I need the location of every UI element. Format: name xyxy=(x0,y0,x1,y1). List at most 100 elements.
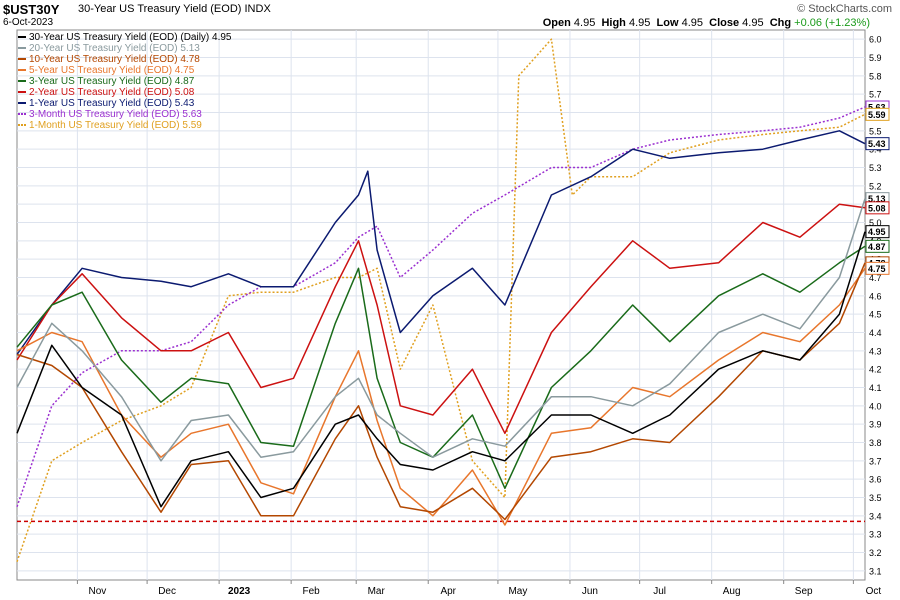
legend-label: 2-Year US Treasury Yield (EOD) 5.08 xyxy=(29,87,195,98)
last-value-label: 5.43 xyxy=(868,139,886,149)
chg-label: Chg xyxy=(769,17,792,29)
y-tick-label: 5.3 xyxy=(869,163,882,173)
legend-entry: 2-Year US Treasury Yield (EOD) 5.08 xyxy=(18,87,232,98)
open-value: 4.95 xyxy=(573,17,596,29)
series-line xyxy=(16,267,866,526)
legend-swatch xyxy=(18,58,26,61)
y-tick-label: 5.0 xyxy=(869,218,882,228)
legend-swatch xyxy=(18,69,26,72)
chg-value: +0.06 (+1.23%) xyxy=(794,17,870,29)
y-tick-label: 3.1 xyxy=(869,566,882,576)
exchange-label: INDX xyxy=(244,3,271,15)
legend-swatch xyxy=(18,124,26,127)
x-tick-label: Aug xyxy=(723,586,741,597)
y-tick-label: 5.8 xyxy=(869,71,882,81)
x-tick-label: Feb xyxy=(303,586,321,597)
x-tick-label: 2023 xyxy=(228,586,251,597)
last-value-tag xyxy=(865,107,890,121)
last-value-label: 4.87 xyxy=(868,242,886,252)
x-tick-label: Dec xyxy=(158,586,176,597)
legend-entry: 5-Year US Treasury Yield (EOD) 4.75 xyxy=(18,65,232,76)
x-tick-label: Jun xyxy=(582,586,598,597)
x-tick-label: Apr xyxy=(440,586,456,597)
series-line xyxy=(16,38,866,562)
last-value-label: 5.08 xyxy=(868,203,886,213)
y-tick-label: 4.7 xyxy=(869,273,882,283)
legend-entry: 10-Year US Treasury Yield (EOD) 4.78 xyxy=(18,54,232,65)
y-tick-label: 6.0 xyxy=(869,35,882,45)
y-tick-label: 3.7 xyxy=(869,456,882,466)
chart-header: $UST30Y 30-Year US Treasury Yield (EOD) … xyxy=(0,0,900,30)
y-tick-label: 3.6 xyxy=(869,475,882,485)
legend-swatch xyxy=(18,80,26,83)
y-tick-label: 5.9 xyxy=(869,53,882,63)
last-value-tag xyxy=(865,261,890,275)
series-line xyxy=(16,203,866,435)
legend-entry: 3-Month US Treasury Yield (EOD) 5.63 xyxy=(18,109,232,120)
y-tick-label: 5.7 xyxy=(869,90,882,100)
legend-entry: 1-Month US Treasury Yield (EOD) 5.59 xyxy=(18,120,232,131)
legend-label: 10-Year US Treasury Yield (EOD) 4.78 xyxy=(29,54,200,65)
legend-entry: 30-Year US Treasury Yield (EOD) (Daily) … xyxy=(18,32,232,43)
last-value-tag xyxy=(865,225,890,239)
legend-label: 3-Year US Treasury Yield (EOD) 4.87 xyxy=(29,76,195,87)
legend-label: 1-Month US Treasury Yield (EOD) 5.59 xyxy=(29,120,202,131)
y-tick-label: 4.3 xyxy=(869,346,882,356)
legend-label: 1-Year US Treasury Yield (EOD) 5.43 xyxy=(29,98,195,109)
legend-entry: 20-Year US Treasury Yield (EOD) 5.13 xyxy=(18,43,232,54)
y-tick-label: 4.5 xyxy=(869,310,882,320)
legend-swatch xyxy=(18,36,26,39)
close-value: 4.95 xyxy=(742,17,764,29)
y-tick-label: 5.5 xyxy=(869,126,882,136)
legend-label: 5-Year US Treasury Yield (EOD) 4.75 xyxy=(29,65,195,76)
legend-entry: 3-Year US Treasury Yield (EOD) 4.87 xyxy=(18,76,232,87)
low-value: 4.95 xyxy=(681,17,703,29)
legend-swatch xyxy=(18,102,26,105)
series-line xyxy=(16,262,866,521)
legend-swatch xyxy=(18,91,26,94)
last-value-label: 4.75 xyxy=(868,264,886,274)
legend-entry: 1-Year US Treasury Yield (EOD) 5.43 xyxy=(18,98,232,109)
legend-label: 30-Year US Treasury Yield (EOD) (Daily) … xyxy=(29,32,232,43)
y-tick-label: 4.0 xyxy=(869,401,882,411)
x-tick-label: Oct xyxy=(866,586,882,597)
legend-label: 3-Month US Treasury Yield (EOD) 5.63 xyxy=(29,109,202,120)
y-tick-label: 4.4 xyxy=(869,328,882,338)
legend-label: 20-Year US Treasury Yield (EOD) 5.13 xyxy=(29,43,200,54)
series-line xyxy=(16,198,866,462)
ohlc-readout: Open 4.95 High 4.95 Low 4.95 Close 4.95 … xyxy=(543,17,870,29)
chart-title: 30-Year US Treasury Yield (EOD) INDX xyxy=(78,3,271,15)
series-line xyxy=(16,245,866,490)
high-value: 4.95 xyxy=(628,17,651,29)
y-tick-label: 4.6 xyxy=(869,291,882,301)
high-label: High xyxy=(601,17,626,29)
last-value-tag xyxy=(865,239,890,253)
date-label: 6-Oct-2023 xyxy=(3,17,54,28)
x-tick-label: Mar xyxy=(368,586,386,597)
x-tick-label: Nov xyxy=(89,586,107,597)
y-tick-label: 3.8 xyxy=(869,438,882,448)
y-tick-label: 3.9 xyxy=(869,420,882,430)
y-tick-label: 4.1 xyxy=(869,383,882,393)
legend-swatch xyxy=(18,113,26,116)
y-tick-label: 5.2 xyxy=(869,181,882,191)
low-label: Low xyxy=(656,17,679,29)
last-value-label: 4.95 xyxy=(868,227,886,237)
last-value-label: 5.13 xyxy=(868,194,886,204)
chart-legend: 30-Year US Treasury Yield (EOD) (Daily) … xyxy=(18,32,232,131)
symbol-label: $UST30Y xyxy=(3,2,60,17)
brand-watermark: © StockCharts.com xyxy=(797,3,892,15)
last-value-tag xyxy=(865,137,890,151)
legend-swatch xyxy=(18,47,26,50)
last-value-tag xyxy=(865,201,890,215)
open-label: Open xyxy=(542,17,571,29)
x-tick-label: Jul xyxy=(653,586,666,597)
y-tick-label: 3.5 xyxy=(869,493,882,503)
series-line xyxy=(16,231,866,508)
series-line xyxy=(16,130,866,355)
y-tick-label: 3.4 xyxy=(869,511,882,521)
y-tick-label: 3.2 xyxy=(869,548,882,558)
last-value-label: 5.59 xyxy=(868,110,886,120)
x-tick-label: Sep xyxy=(795,586,813,597)
